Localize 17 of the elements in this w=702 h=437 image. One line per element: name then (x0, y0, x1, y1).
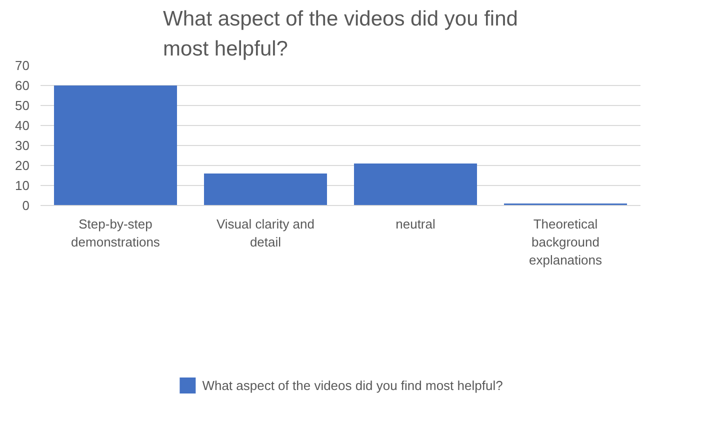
y-tick-label: 10 (15, 178, 30, 193)
x-tick-label: Step-by-step demonstrations (71, 216, 160, 250)
chart-title: What aspect of the videos did you find most helpful? (163, 8, 518, 60)
legend-label: What aspect of the videos did you find most helpful? (202, 378, 503, 392)
x-tick-label: Theoretical background explanations (529, 216, 602, 268)
y-tick-label: 0 (22, 198, 30, 213)
x-tick-label: neutral (396, 216, 436, 232)
y-tick-label: 60 (15, 78, 30, 93)
y-tick-label: 40 (15, 118, 30, 133)
bar (54, 86, 177, 206)
bar (204, 174, 327, 206)
y-tick-label: 50 (15, 98, 30, 113)
y-tick-label: 70 (15, 58, 30, 73)
x-tick-label: Visual clarity and detail (216, 216, 315, 250)
bar (354, 164, 477, 206)
y-tick-label: 20 (15, 158, 30, 173)
y-tick-label: 30 (15, 138, 30, 153)
